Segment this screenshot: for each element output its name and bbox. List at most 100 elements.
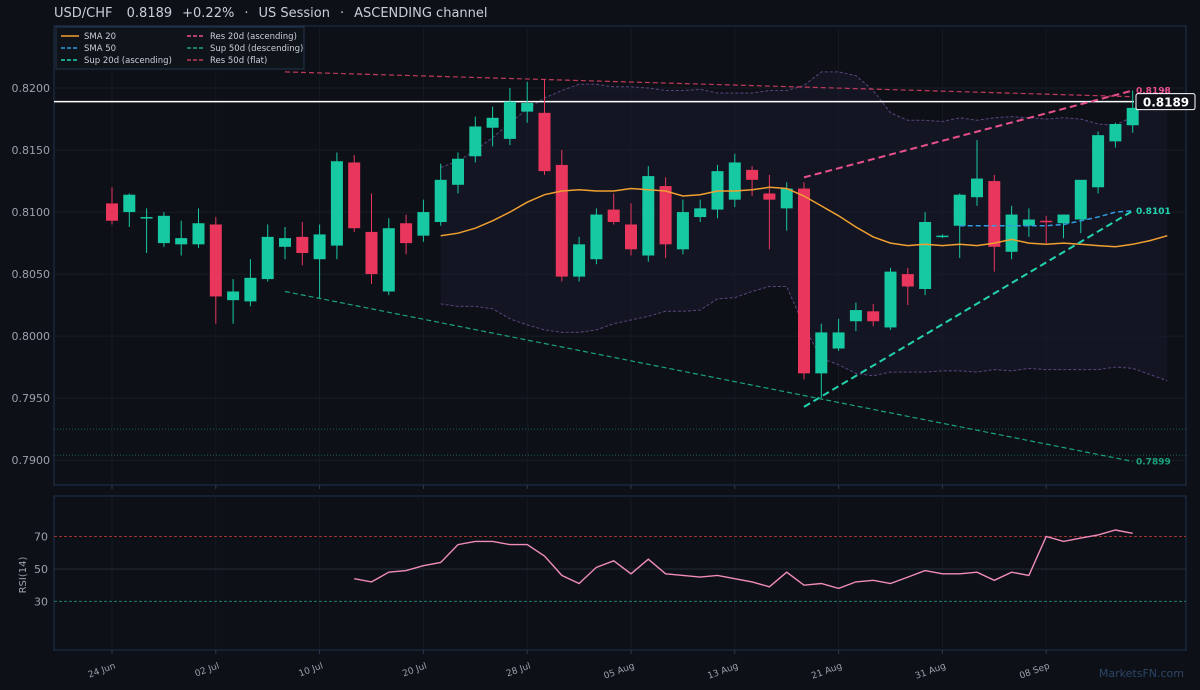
candle: [486, 106, 499, 147]
bollinger-upper: [440, 71, 1168, 168]
candle: [694, 199, 707, 223]
session-label: US Session: [258, 6, 330, 21]
candle: [365, 193, 378, 285]
line-value-label: 0.8198: [1136, 87, 1171, 97]
candle: [434, 163, 447, 226]
candle-body: [901, 274, 914, 287]
candle: [348, 155, 361, 232]
x-tick-label: 28 Jul: [505, 661, 532, 679]
x-tick-label: 02 Jul: [194, 661, 221, 679]
candle: [1057, 214, 1070, 239]
candle-body: [521, 102, 534, 112]
candle: [382, 218, 395, 296]
candle: [815, 323, 828, 399]
candle: [971, 140, 983, 206]
candle: [901, 267, 914, 306]
candle: [1074, 179, 1087, 234]
legend-label: Sup 50d (descending): [210, 44, 303, 54]
candle-body: [452, 158, 464, 185]
y-tick-label: 0.7900: [12, 454, 51, 467]
candle-body: [382, 228, 395, 292]
x-tick-label: 08 Sep: [1018, 661, 1051, 681]
candle: [227, 279, 240, 324]
x-tick-label: 20 Jul: [401, 661, 428, 679]
candle-body: [209, 224, 222, 297]
candle: [936, 234, 949, 239]
last-price-tag: [1135, 93, 1196, 111]
candle: [746, 166, 759, 196]
candle-body: [1109, 124, 1122, 142]
candle-body: [157, 215, 170, 244]
candle: [590, 208, 603, 265]
candle-body: [798, 188, 810, 374]
candle: [832, 318, 845, 352]
candle-body: [486, 117, 499, 128]
candle: [780, 182, 793, 231]
rsi-panel-frame: [53, 495, 1187, 651]
candle: [1126, 90, 1139, 133]
candle: [988, 174, 1001, 272]
x-tick-label: 31 Aug: [914, 661, 947, 681]
candle-body: [279, 238, 291, 247]
candle-body: [1022, 219, 1035, 226]
rsi-y-tick-label: 30: [34, 595, 48, 608]
y-tick-label: 0.7950: [12, 392, 51, 405]
candle: [867, 303, 880, 327]
candle-body: [590, 214, 603, 260]
candle: [919, 212, 932, 296]
pattern-label: ASCENDING channel: [354, 6, 488, 21]
legend-box: [55, 26, 305, 70]
candle-body: [1126, 107, 1139, 126]
candle: [209, 217, 222, 324]
candle-body: [642, 176, 655, 256]
candle-body: [953, 194, 966, 226]
candle-body: [175, 238, 188, 245]
y-tick-label: 0.8100: [12, 206, 51, 219]
x-tick-label: 05 Aug: [603, 661, 636, 681]
candle-body: [555, 164, 568, 277]
rsi-axis-label: RSI(14): [18, 557, 29, 594]
candle-body: [971, 178, 983, 198]
line-value-label: 0.7899: [1136, 457, 1171, 467]
x-tick-label: 13 Aug: [706, 661, 739, 681]
legend-label: Res 50d (flat): [210, 56, 267, 66]
candle: [469, 116, 482, 163]
candle-body: [1092, 135, 1105, 188]
candle-body: [227, 291, 240, 301]
legend-label: SMA 50: [84, 44, 116, 54]
x-tick-label: 21 Aug: [810, 661, 843, 681]
price-label: 0.8189: [126, 6, 173, 21]
candle-body: [1040, 220, 1053, 223]
x-tick-label: 10 Jul: [298, 661, 325, 679]
sup50-line: [284, 290, 1133, 463]
candle-body: [417, 212, 430, 236]
res20-line: [803, 89, 1133, 179]
chart-header: USD/CHF 0.8189 +0.22% · US Session · ASCENDIN…: [54, 6, 498, 21]
candle: [452, 152, 464, 194]
candle-body: [746, 169, 759, 180]
candle: [279, 226, 291, 260]
candle: [798, 182, 810, 380]
candle: [676, 199, 689, 255]
candle-body: [659, 186, 672, 245]
candle: [313, 224, 326, 299]
candle-body: [469, 126, 482, 157]
candle-body: [365, 231, 378, 275]
candle: [538, 79, 551, 175]
candle: [884, 267, 897, 330]
candle-body: [607, 209, 620, 223]
candle-body: [192, 223, 205, 245]
candle-body: [884, 271, 897, 328]
candle-body: [434, 179, 447, 223]
candle-body: [988, 181, 1001, 247]
candle: [417, 199, 430, 242]
candle-body: [1057, 214, 1070, 224]
candle-body: [330, 161, 343, 246]
y-tick-label: 0.8150: [12, 144, 51, 157]
candle-body: [694, 208, 707, 218]
candle: [521, 81, 534, 123]
res50-line: [284, 71, 1133, 98]
candle-body: [348, 162, 361, 229]
candle: [157, 212, 170, 247]
y-tick-label: 0.8000: [12, 330, 51, 343]
